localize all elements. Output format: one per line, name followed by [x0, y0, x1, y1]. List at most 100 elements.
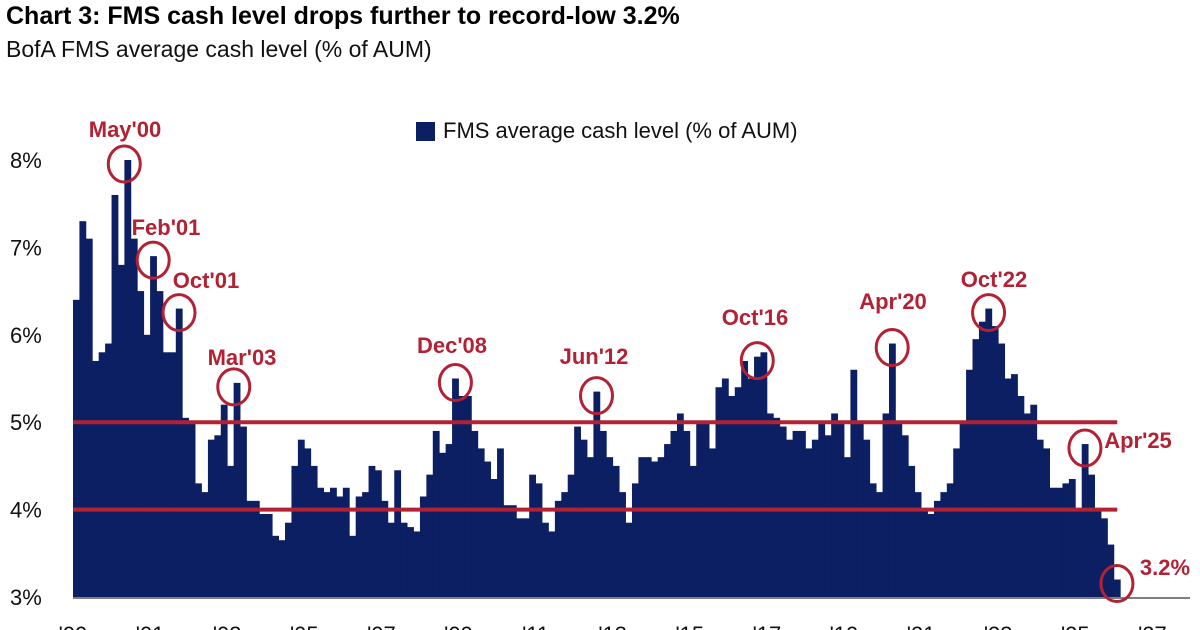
bar	[419, 496, 427, 597]
bar	[715, 387, 723, 597]
bar	[246, 500, 254, 597]
bar	[195, 483, 202, 597]
bar	[940, 492, 948, 597]
bar	[117, 264, 125, 597]
bar	[882, 413, 890, 597]
bar	[278, 540, 286, 597]
bar	[285, 522, 292, 597]
bar	[888, 343, 896, 597]
bar	[863, 439, 871, 597]
bar	[574, 426, 581, 597]
bar	[85, 238, 93, 597]
annotation-label: 3.2%	[1139, 555, 1191, 580]
bar	[291, 465, 299, 597]
bar	[779, 426, 787, 597]
bar	[1094, 509, 1102, 597]
annotation-circle	[1099, 564, 1135, 604]
chart-title: Chart 3: FMS cash level drops further to…	[6, 2, 680, 30]
annotation-label: Jun'12	[559, 344, 629, 369]
bar	[657, 457, 665, 597]
bar	[233, 382, 241, 597]
bar	[516, 518, 524, 597]
bar	[426, 474, 434, 597]
bar	[497, 448, 504, 597]
bar	[452, 378, 459, 597]
bar	[773, 417, 781, 597]
bar	[272, 535, 279, 597]
x-tick-label: '23	[984, 622, 1013, 630]
annotation-circle	[739, 341, 775, 381]
bar	[503, 505, 511, 597]
bar	[631, 483, 639, 597]
bar	[921, 509, 928, 597]
bar	[535, 483, 543, 597]
bar	[625, 522, 633, 597]
bar	[297, 439, 305, 597]
bar	[1043, 448, 1050, 597]
bar	[670, 430, 678, 597]
annotation-circle	[161, 293, 197, 333]
bar	[143, 334, 151, 597]
x-tick-label: '09	[444, 622, 473, 630]
legend-label: FMS average cash level (% of AUM)	[443, 118, 798, 143]
annotation-label: Mar'03	[207, 345, 277, 370]
bar	[175, 308, 183, 597]
bar	[330, 487, 337, 597]
bar	[760, 352, 768, 597]
x-tick-label: '11	[522, 622, 549, 630]
annotation-circle	[874, 328, 910, 368]
bar	[824, 435, 832, 597]
annotation-label: Oct'16	[721, 305, 789, 330]
y-tick-label: 5%	[10, 410, 42, 435]
x-tick-label: '01	[136, 622, 165, 630]
bar	[1023, 413, 1031, 597]
bar	[901, 435, 909, 597]
annotation-circle	[971, 293, 1007, 333]
annotation-label: Apr'25	[1104, 428, 1172, 453]
bar	[728, 395, 736, 597]
x-tick-label: '27	[1138, 622, 1167, 630]
bar	[400, 522, 408, 597]
x-tick-label: '19	[830, 622, 859, 630]
bar	[92, 361, 100, 597]
x-tick-label: '17	[753, 622, 782, 630]
annotation-label: Dec'08	[416, 333, 488, 358]
bar	[741, 361, 749, 597]
bar	[1036, 439, 1044, 597]
bar	[998, 343, 1006, 597]
y-tick-label: 7%	[10, 235, 42, 260]
bar	[484, 461, 492, 597]
bar	[721, 378, 729, 597]
bar	[265, 513, 273, 597]
bar	[98, 352, 106, 597]
annotation-circle	[579, 376, 615, 416]
bar	[1113, 579, 1121, 597]
bar	[464, 395, 472, 597]
x-tick-label: '21	[907, 622, 936, 630]
bar	[953, 448, 961, 597]
bar	[683, 430, 691, 597]
bar	[946, 483, 954, 597]
bar	[259, 513, 267, 597]
bar	[387, 522, 395, 597]
bar	[407, 527, 414, 597]
y-tick-label: 3%	[10, 585, 42, 610]
bar	[831, 413, 838, 597]
annotation-label: Oct'22	[960, 267, 1028, 292]
bar	[1081, 444, 1089, 597]
bar	[619, 492, 626, 597]
bar	[966, 369, 973, 597]
bar	[137, 291, 145, 597]
x-tick-label: '03	[213, 622, 242, 630]
bar	[786, 439, 793, 597]
bar	[252, 500, 260, 597]
bar	[227, 465, 235, 597]
x-tick-label: '15	[675, 622, 704, 630]
bar	[978, 321, 986, 597]
bar	[754, 356, 761, 597]
x-tick-label: '05	[290, 622, 319, 630]
bar	[150, 256, 157, 597]
bar	[490, 479, 498, 597]
bar	[651, 461, 659, 597]
bar	[362, 492, 369, 597]
